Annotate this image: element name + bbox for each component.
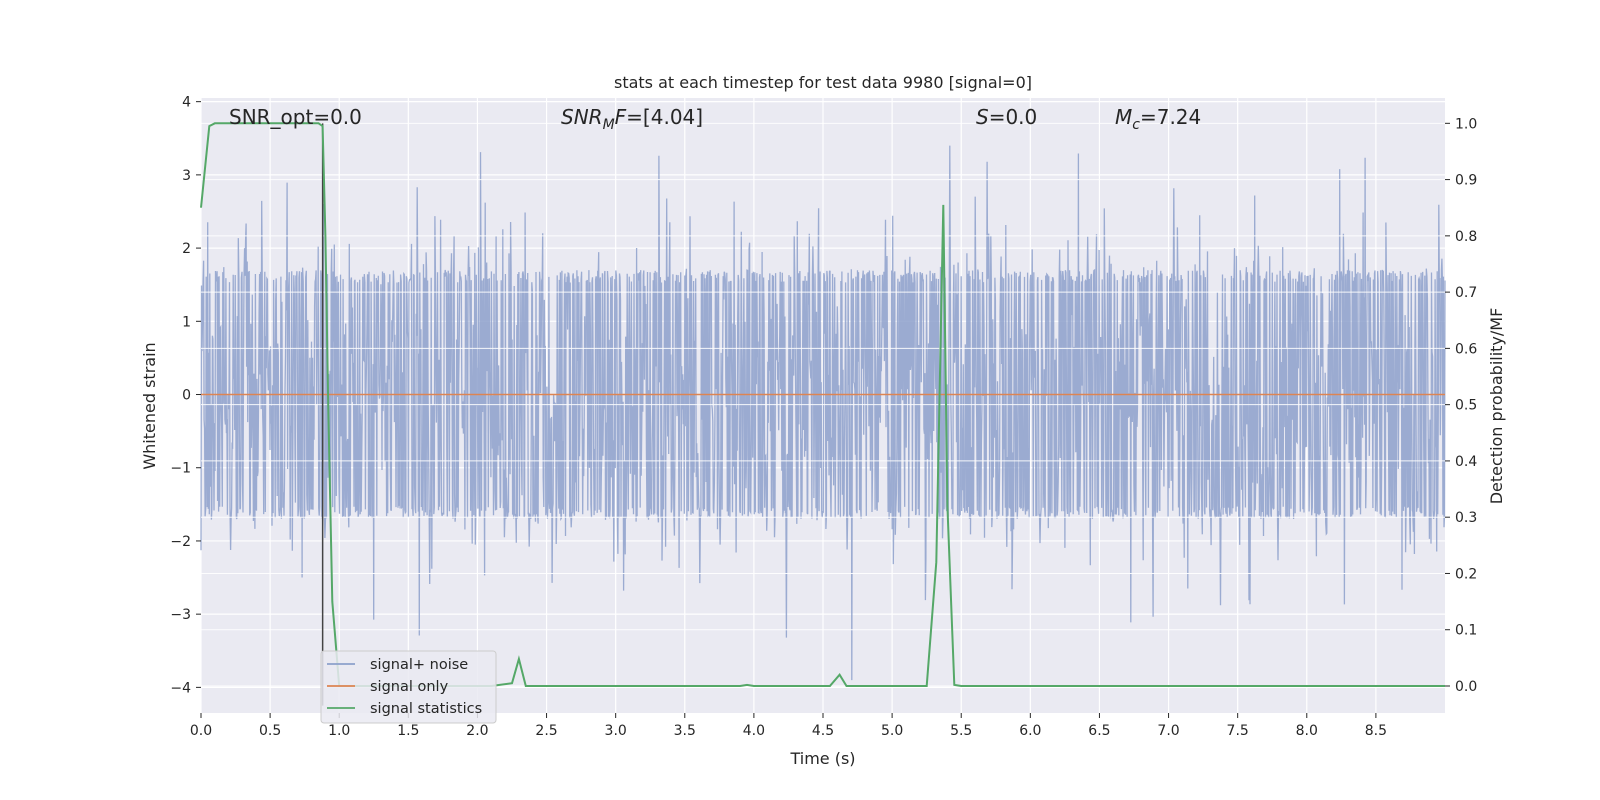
right-y-tick-label: 0.0 xyxy=(1455,679,1477,695)
s-value: =0.0 xyxy=(989,105,1038,129)
right-y-tick-label: 0.4 xyxy=(1455,454,1477,470)
snr-mf-rest-italic: F xyxy=(615,105,627,129)
snr-mf-annotation: SNRMF=[4.04] xyxy=(561,105,703,133)
x-axis-label: Time (s) xyxy=(789,749,855,768)
legend-box xyxy=(320,650,497,724)
signal-noise-series xyxy=(200,145,1446,681)
signal-noise-line xyxy=(200,145,1446,681)
right-y-tick-label: 0.1 xyxy=(1455,623,1477,639)
x-tick-label: 6.0 xyxy=(1019,723,1041,739)
chart-title: stats at each timestep for test data 998… xyxy=(614,73,1032,92)
x-tick-label: 4.0 xyxy=(743,723,765,739)
right-y-axis-label: Detection probability/MF xyxy=(1487,308,1506,505)
x-axis-ticks: 0.0 0.5 1.0 1.5 2.0 2.5 3.0 3.5 4.0 4.5 5.0 5.5 6.0 6… xyxy=(190,713,1387,739)
right-y-tick-label: 0.7 xyxy=(1455,285,1477,301)
right-y-tick-label: 0.8 xyxy=(1455,229,1477,245)
x-tick-label: 0.0 xyxy=(190,723,212,739)
right-y-tick-label: 0.5 xyxy=(1455,398,1477,414)
mc-value: =7.24 xyxy=(1140,105,1201,129)
s-annotation: S=0.0 xyxy=(976,105,1037,129)
left-y-tick-label: −1 xyxy=(170,461,191,477)
left-y-tick-label: 2 xyxy=(182,241,191,257)
snr-mf-subscript: M xyxy=(603,117,615,133)
snr-mf-value: =[4.04] xyxy=(626,105,703,129)
left-y-tick-label: −2 xyxy=(170,534,191,550)
mc-base: M xyxy=(1115,105,1132,129)
x-tick-label: 2.5 xyxy=(535,723,557,739)
x-tick-label: 1.0 xyxy=(328,723,350,739)
x-tick-label: 7.0 xyxy=(1157,723,1179,739)
x-tick-label: 0.5 xyxy=(259,723,281,739)
legend-label-statistics: signal statistics xyxy=(370,701,482,717)
snr-opt-text: SNR_opt=0.0 xyxy=(229,105,362,129)
left-y-axis-label: Whitened strain xyxy=(140,342,159,469)
right-y-tick-label: 1.0 xyxy=(1455,116,1477,132)
mc-subscript: c xyxy=(1132,117,1140,133)
x-tick-label: 8.0 xyxy=(1296,723,1318,739)
legend-label-signal-only: signal only xyxy=(370,679,449,695)
x-tick-label: 7.5 xyxy=(1227,723,1249,739)
annotation-snr-opt: SNR_opt=0.0 xyxy=(229,105,362,129)
x-tick-label: 2.0 xyxy=(466,723,488,739)
x-tick-label: 8.5 xyxy=(1365,723,1387,739)
left-y-tick-label: −3 xyxy=(170,607,191,623)
x-tick-label: 3.0 xyxy=(605,723,627,739)
mc-annotation: Mc=7.24 xyxy=(1115,105,1201,133)
left-y-axis-ticks: −4 −3 −2 −1 0 1 2 3 4 xyxy=(170,95,201,696)
right-y-tick-label: 0.2 xyxy=(1455,566,1477,582)
snr-mf-base: SNR xyxy=(561,105,603,129)
x-tick-label: 5.0 xyxy=(881,723,903,739)
x-tick-label: 5.5 xyxy=(950,723,972,739)
left-y-tick-label: 3 xyxy=(182,168,191,184)
right-y-tick-label: 0.6 xyxy=(1455,341,1477,357)
signal-statistics-series xyxy=(200,122,1445,687)
right-y-tick-label: 0.3 xyxy=(1455,510,1477,526)
left-y-tick-label: 0 xyxy=(182,388,191,404)
left-y-tick-label: 4 xyxy=(182,95,191,111)
left-y-tick-label: 1 xyxy=(182,314,191,330)
x-tick-label: 1.5 xyxy=(397,723,419,739)
x-tick-label: 4.5 xyxy=(812,723,834,739)
x-tick-label: 3.5 xyxy=(674,723,696,739)
legend: signal+ noise signal only signal statist… xyxy=(320,650,497,724)
right-y-tick-label: 0.9 xyxy=(1455,173,1477,189)
x-tick-label: 6.5 xyxy=(1088,723,1110,739)
legend-label-noise: signal+ noise xyxy=(370,657,468,673)
right-y-axis-ticks: 0.0 0.1 0.2 0.3 0.4 0.5 0.6 0.7 0.8 0.9 1.0 xyxy=(1445,116,1477,695)
s-symbol: S xyxy=(976,105,989,129)
left-y-tick-label: −4 xyxy=(170,680,191,696)
